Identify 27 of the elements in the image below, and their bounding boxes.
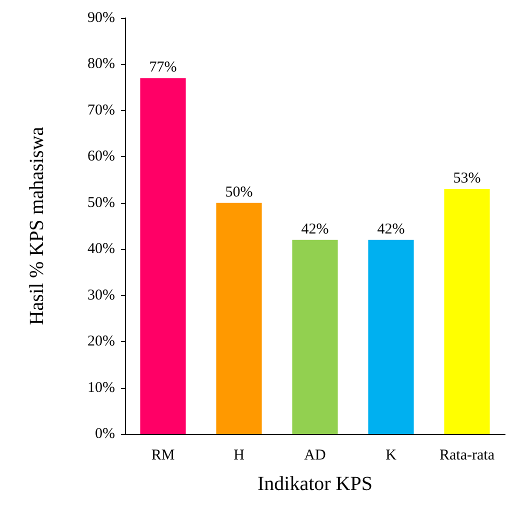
bar [140, 78, 186, 434]
bar [216, 202, 262, 434]
data-label: 42% [301, 221, 329, 238]
y-tick-label: 60% [88, 148, 115, 165]
x-tick-label: RM [151, 448, 175, 464]
y-tick-label: 10% [88, 380, 115, 396]
y-tick-label: 50% [88, 194, 115, 211]
x-tick-label: AD [304, 448, 326, 464]
data-label: 77% [149, 60, 177, 76]
y-tick-label: 40% [88, 241, 115, 258]
x-tick-label: Rata-rata [440, 448, 495, 464]
bar [444, 189, 490, 434]
bar [292, 240, 338, 434]
x-tick-label: K [386, 448, 397, 464]
y-axis-title: Hasil % KPS mahasiswa [26, 126, 48, 326]
data-label: 53% [453, 170, 481, 187]
y-tick-label: 70% [88, 102, 115, 118]
bar [368, 240, 414, 434]
y-tick-label: 90% [88, 10, 115, 26]
y-tick-label: 30% [88, 287, 115, 304]
x-axis-title: Indikator KPS [258, 473, 372, 495]
y-tick-label: 20% [88, 334, 115, 350]
y-tick-label: 0% [95, 426, 115, 442]
y-tick-label: 80% [88, 56, 115, 72]
data-label: 50% [225, 184, 253, 200]
x-tick-label: H [234, 448, 245, 464]
data-label: 42% [377, 221, 405, 238]
